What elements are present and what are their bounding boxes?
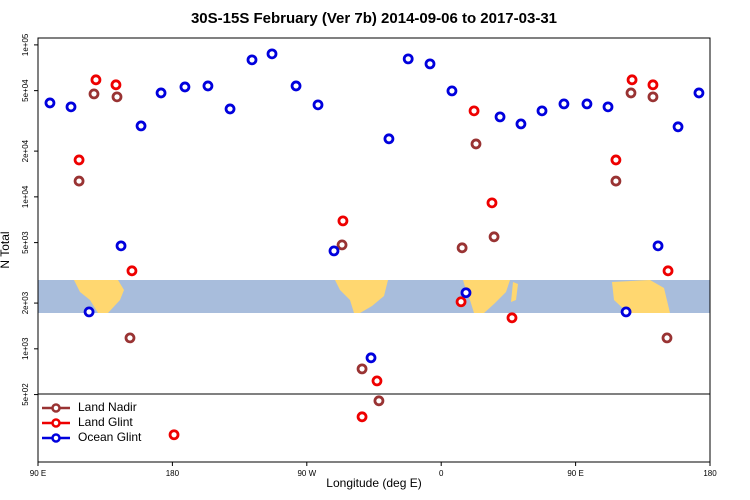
plot-frame (37, 37, 711, 463)
y-axis-label: N Total (0, 231, 12, 268)
point (90, 74, 102, 86)
point (515, 118, 527, 130)
point (328, 245, 340, 257)
point (371, 375, 383, 387)
point (558, 98, 570, 110)
point (446, 85, 458, 97)
point (336, 239, 348, 251)
point (124, 332, 136, 344)
x-tick-label: 90 E (30, 469, 46, 478)
point (647, 79, 659, 91)
x-axis-label: Longitude (deg E) (326, 476, 421, 490)
x-tick-label: 0 (439, 469, 444, 478)
point (581, 98, 593, 110)
point (536, 105, 548, 117)
point (486, 197, 498, 209)
point (693, 87, 705, 99)
y-tick-label: 2e+03 (21, 291, 30, 314)
point (73, 154, 85, 166)
y-tick-label: 5e+02 (21, 383, 30, 406)
point (88, 88, 100, 100)
x-tick-label: 90 W (297, 469, 316, 478)
legend-marker (51, 433, 61, 443)
legend-label: Land Glint (78, 415, 133, 429)
point (365, 352, 377, 364)
point (468, 105, 480, 117)
point (494, 111, 506, 123)
point (73, 175, 85, 187)
point (111, 91, 123, 103)
point (246, 54, 258, 66)
point (44, 97, 56, 109)
point (470, 138, 482, 150)
point (610, 154, 622, 166)
x-tick-label: 180 (703, 469, 717, 478)
point (625, 87, 637, 99)
point (662, 265, 674, 277)
point (83, 306, 95, 318)
point (652, 240, 664, 252)
point (290, 80, 302, 92)
point (312, 99, 324, 111)
legend-label: Land Nadir (78, 400, 137, 414)
point (179, 81, 191, 93)
point (455, 296, 467, 308)
point (65, 101, 77, 113)
point (620, 306, 632, 318)
point (424, 58, 436, 70)
point (224, 103, 236, 115)
x-tick-label: 90 E (567, 469, 583, 478)
legend-label: Ocean Glint (78, 430, 142, 444)
y-tick-label: 5e+03 (21, 231, 30, 254)
chart-title: 30S-15S February (Ver 7b) 2014-09-06 to … (191, 10, 557, 27)
y-tick-label: 2e+04 (21, 139, 30, 162)
point (647, 91, 659, 103)
point (672, 121, 684, 133)
point (356, 363, 368, 375)
point (135, 120, 147, 132)
point (602, 101, 614, 113)
x-tick-label: 180 (166, 469, 180, 478)
point (402, 53, 414, 65)
point (356, 411, 368, 423)
point (126, 265, 138, 277)
legend-marker (51, 403, 61, 413)
point (626, 74, 638, 86)
point (115, 240, 127, 252)
point (266, 48, 278, 60)
point (383, 133, 395, 145)
map-strip (38, 280, 710, 313)
point (488, 231, 500, 243)
point (337, 215, 349, 227)
point (202, 80, 214, 92)
y-tick-label: 1e+04 (21, 185, 30, 208)
y-tick-label: 5e+04 (21, 79, 30, 102)
point (456, 242, 468, 254)
legend-marker (51, 418, 61, 428)
y-tick-label: 1e+05 (21, 33, 30, 56)
point (110, 79, 122, 91)
point (373, 395, 385, 407)
point (460, 287, 472, 299)
point (661, 332, 673, 344)
point (506, 312, 518, 324)
point (610, 175, 622, 187)
point (168, 429, 180, 441)
point (155, 87, 167, 99)
y-tick-label: 1e+03 (21, 337, 30, 360)
